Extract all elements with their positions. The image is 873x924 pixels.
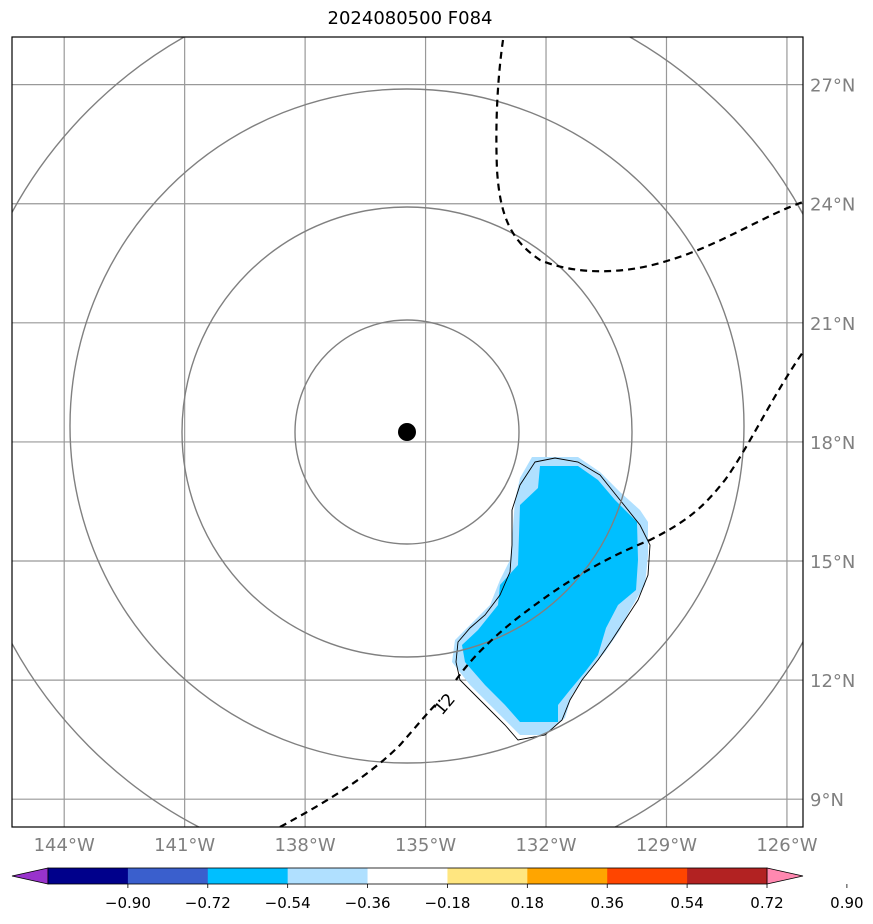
dashed-contour-top [495, 39, 803, 273]
contour-label: 12 [431, 690, 460, 719]
plot-frame [11, 36, 804, 828]
colorbar-bin [287, 868, 369, 884]
colorbar-bin [447, 868, 528, 884]
lat-tick-label: 27°N [810, 76, 855, 97]
tick-labels: 144°W 141°W 138°W 135°W 132°W 129°W 126°W 9°N 12… [34, 76, 856, 856]
lat-tick-label: 24°N [810, 195, 855, 216]
colorbar-bin [127, 868, 209, 884]
colorbar-tick-label: 0.90 [830, 894, 863, 912]
colorbar-tick-label: −0.54 [265, 894, 311, 912]
lon-tick-label: 129°W [636, 835, 697, 856]
colorbar-bin [687, 868, 768, 884]
colorbar-tick-label: −0.72 [185, 894, 231, 912]
colorbar-tick-label: 0.36 [591, 894, 624, 912]
center-marker [398, 423, 416, 441]
range-ring-3 [69, 88, 745, 764]
colorbar-extend-low [11, 867, 49, 885]
graticule-lines [12, 37, 803, 827]
range-ring-2 [181, 206, 633, 658]
map-title: 2024080500 F084 [327, 8, 493, 29]
shaded-region-main [462, 466, 638, 722]
colorbar-bin [48, 868, 129, 884]
colorbar-tick-label: 0.18 [511, 894, 544, 912]
lat-tick-label: 9°N [810, 790, 844, 811]
lon-tick-label: 126°W [756, 835, 817, 856]
colorbar-tick-label: −0.36 [345, 894, 391, 912]
dashed-contour-bottom [279, 351, 803, 827]
colorbar-tick-label: −0.18 [424, 894, 470, 912]
colorbar-bin [607, 868, 688, 884]
colorbar-tick-label: −0.90 [105, 894, 151, 912]
colorbar-tick-label: 0.72 [750, 894, 783, 912]
lon-tick-label: 141°W [154, 835, 215, 856]
colorbar-outline [47, 867, 768, 885]
range-ring-4 [12, 37, 803, 827]
range-rings [12, 37, 803, 827]
lat-tick-label: 15°N [810, 552, 855, 573]
lon-tick-label: 132°W [515, 835, 576, 856]
range-ring-1 [294, 319, 520, 545]
colorbar-extend-high [766, 867, 804, 885]
colorbar-bin [207, 868, 289, 884]
thin-contour-outline [455, 457, 651, 741]
colorbar-bin [527, 868, 608, 884]
colorbar-bin [367, 868, 448, 884]
lat-tick-label: 12°N [810, 671, 855, 692]
lon-tick-label: 138°W [275, 835, 336, 856]
lon-tick-label: 144°W [34, 835, 95, 856]
lat-tick-label: 21°N [810, 314, 855, 335]
colorbar-tick-label: 0.54 [670, 894, 703, 912]
map-plot: 12 144°W 141°W 138°W 135°W 132°W 129°W 126°W 9°… [11, 36, 856, 856]
lon-tick-label: 135°W [395, 835, 456, 856]
lat-tick-label: 18°N [810, 433, 855, 454]
